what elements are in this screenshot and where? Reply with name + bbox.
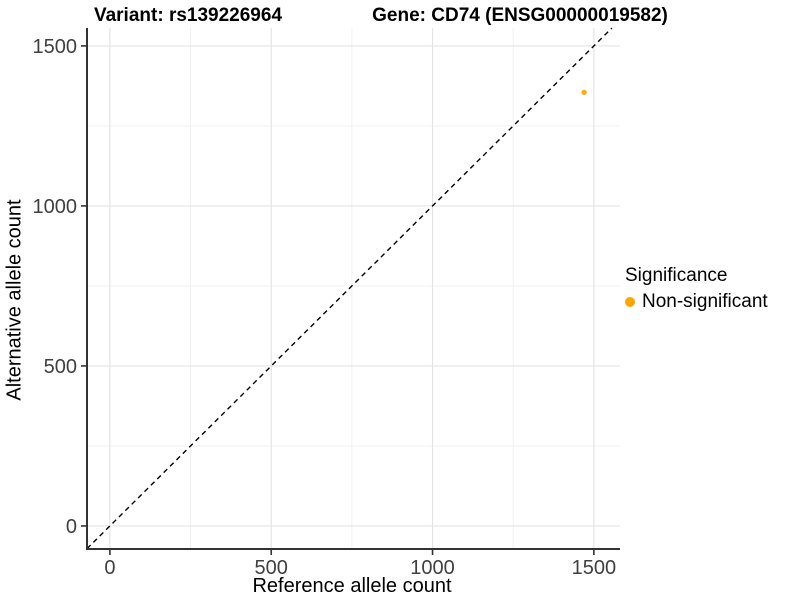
x-axis-label: Reference allele count — [252, 575, 452, 597]
gene-title: Gene: CD74 (ENSG00000019582) — [372, 5, 668, 26]
x-tick-label: 500 — [255, 557, 288, 579]
y-axis-label: Alternative allele count — [3, 199, 26, 401]
y-tick-label: 1500 — [33, 36, 78, 58]
x-tick-label: 0 — [104, 557, 115, 579]
identity-line — [86, 27, 613, 550]
legend-title: Significance — [625, 265, 728, 286]
variant-title: Variant: rs139226964 — [93, 5, 283, 26]
y-tick-label: 1000 — [33, 196, 78, 218]
legend: Significance Non-significant — [625, 265, 768, 313]
y-tick-label: 0 — [66, 516, 77, 538]
legend-item-label: Non-significant — [642, 291, 768, 312]
y-tick-label: 500 — [44, 356, 77, 378]
x-tick-label: 1000 — [410, 557, 455, 579]
data-point — [581, 89, 587, 96]
legend-item: Non-significant — [625, 291, 768, 313]
x-tick-label: 1500 — [572, 557, 617, 579]
legend-point-icon — [625, 297, 635, 307]
